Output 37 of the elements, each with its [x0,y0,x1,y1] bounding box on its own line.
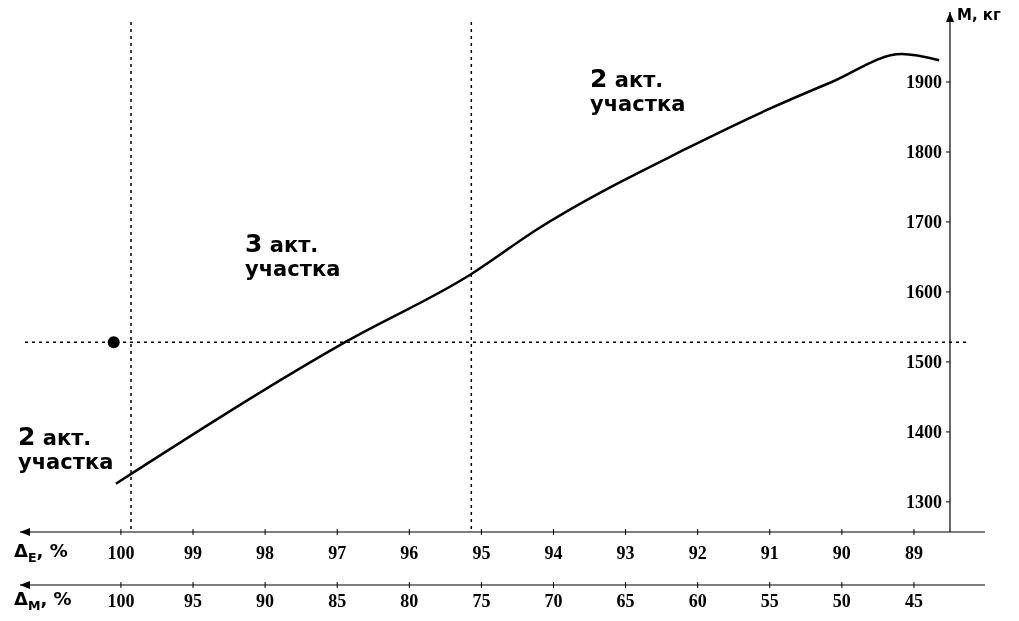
annotation: 2 акт. участка [590,64,686,116]
y-tick-label: 1600 [906,281,942,302]
x2-tick-label: 75 [472,591,491,611]
y-tick-label: 1500 [906,351,942,372]
x2-axis-title: Δ$_{M}$, % [14,588,72,613]
x2-tick-label: 100 [107,591,135,611]
x-axis-title: Δ$_{E}$, % [14,540,68,565]
x2-tick-label: 80 [400,591,419,611]
x2-tick-label: 45 [904,591,923,611]
y-axis-title: M, кг [957,6,1002,24]
x-tick-label: 89 [904,543,923,563]
y-tick-label: 1700 [906,211,942,232]
y-tick-label: 1900 [906,71,942,92]
x-tick-label: 97 [328,543,347,563]
x-tick-label: 96 [400,543,419,563]
x-tick-label: 99 [184,543,203,563]
annotation: 2 акт. участка [18,422,114,474]
x2-tick-label: 60 [688,591,707,611]
x-tick-label: 95 [472,543,491,563]
x2-tick-label: 65 [616,591,635,611]
x-tick-label: 100 [107,543,135,563]
x2-tick-label: 50 [832,591,851,611]
x-tick-label: 91 [760,543,779,563]
x2-tick-label: 95 [184,591,203,611]
y-tick-label: 1400 [906,421,942,442]
annotation: 3 акт. участка [245,229,341,281]
y-tick-label: 1800 [906,141,942,162]
y-tick-label: 1300 [906,491,942,512]
x-tick-label: 92 [688,543,707,563]
x-tick-label: 90 [832,543,851,563]
x-tick-label: 94 [544,543,563,563]
x-tick-label: 98 [256,543,275,563]
x2-tick-label: 55 [760,591,779,611]
x2-tick-label: 85 [328,591,347,611]
x2-tick-label: 90 [256,591,275,611]
x2-tick-label: 70 [544,591,563,611]
x-tick-label: 93 [616,543,635,563]
